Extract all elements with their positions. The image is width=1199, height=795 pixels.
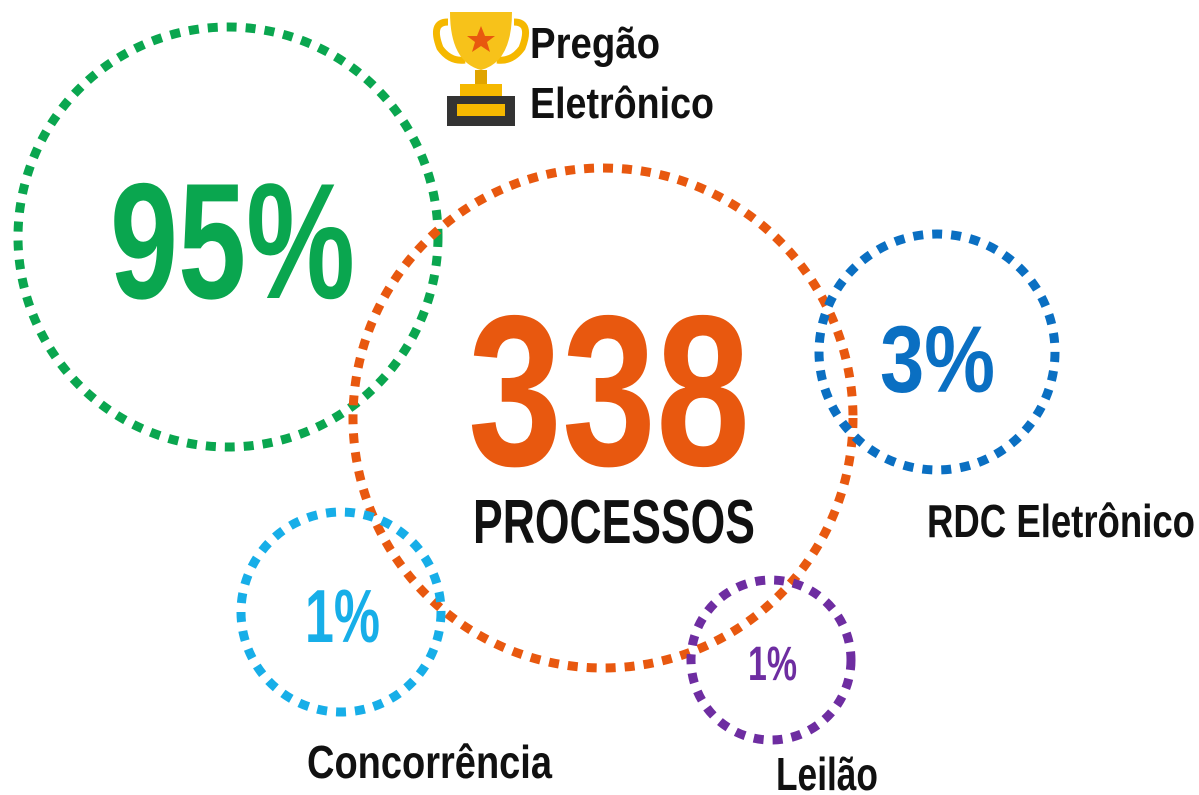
rdc-label: RDC Eletrônico [927,495,1195,547]
circle-pregao [13,22,443,452]
leilao-label: Leilão [776,748,878,795]
pregao-value: 95% [110,149,355,333]
circle-concorrencia [236,507,446,717]
pregao-label: Pregão [530,19,660,68]
pregao-label: Eletrônico [530,79,714,128]
leilao-value: 1% [748,638,797,691]
total-value: 338 [468,270,750,511]
circle-rdc [814,229,1060,475]
concorrencia-label: Concorrência [307,736,552,788]
circle-total [348,163,858,673]
circle-leilao [686,575,856,745]
rdc-value: 3% [880,307,995,413]
trophy-icon [432,12,530,126]
concorrencia-value: 1% [305,574,380,658]
total-label: PROCESSOS [473,488,755,557]
